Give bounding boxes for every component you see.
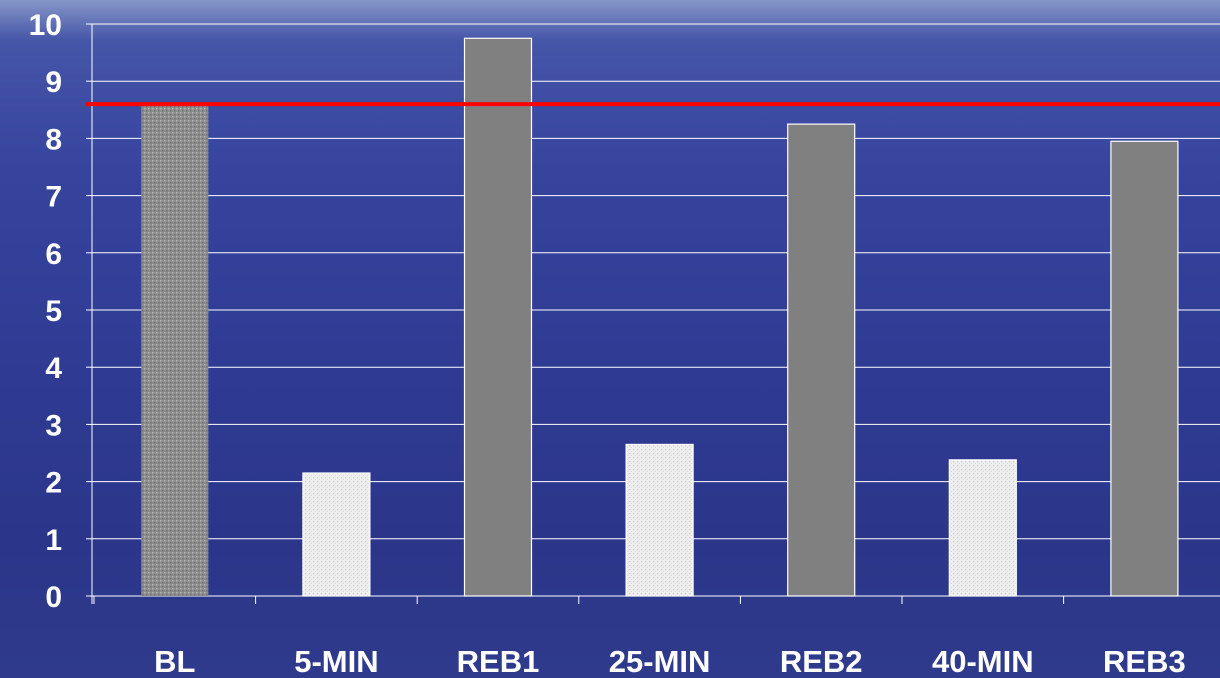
x-category-label: 40-MIN (932, 644, 1034, 678)
y-tick-label: 6 (45, 238, 62, 271)
x-category-label: 25-MIN (609, 644, 711, 678)
x-category-label: 5-MIN (294, 644, 378, 678)
x-category-label: REB1 (457, 644, 540, 678)
x-category-label: BL (154, 644, 195, 678)
y-tick-label: 5 (45, 295, 62, 328)
bar-reb2 (787, 123, 856, 597)
x-category-label: REB2 (780, 644, 863, 678)
y-tick-label: 9 (45, 66, 62, 99)
y-tick-label: 10 (29, 9, 62, 42)
bar-5-min (302, 472, 371, 597)
y-tick-label: 0 (45, 581, 62, 614)
y-tick-label: 8 (45, 123, 62, 156)
bar-40-min (948, 459, 1017, 597)
bar-25-min (625, 443, 694, 597)
bar-bl (141, 104, 209, 596)
y-tick-label: 7 (45, 181, 62, 214)
y-tick-label: 4 (45, 352, 62, 385)
y-tick-label: 3 (45, 409, 62, 442)
y-tick-label: 2 (45, 467, 62, 500)
y-tick-label: 1 (45, 524, 62, 557)
bar-reb3 (1110, 140, 1179, 597)
bar-reb1 (463, 37, 533, 597)
x-category-label: REB3 (1103, 644, 1186, 678)
